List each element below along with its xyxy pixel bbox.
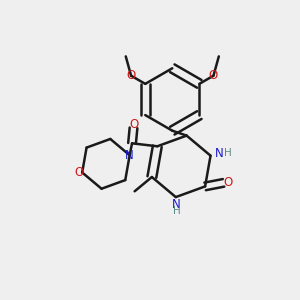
Text: O: O bbox=[74, 166, 83, 179]
Text: O: O bbox=[224, 176, 232, 189]
Text: N: N bbox=[215, 147, 224, 160]
Text: O: O bbox=[127, 69, 136, 82]
Text: H: H bbox=[224, 148, 232, 158]
Text: N: N bbox=[125, 149, 134, 162]
Text: H: H bbox=[172, 206, 180, 216]
Text: N: N bbox=[172, 198, 181, 211]
Text: O: O bbox=[129, 118, 138, 131]
Text: O: O bbox=[209, 69, 218, 82]
